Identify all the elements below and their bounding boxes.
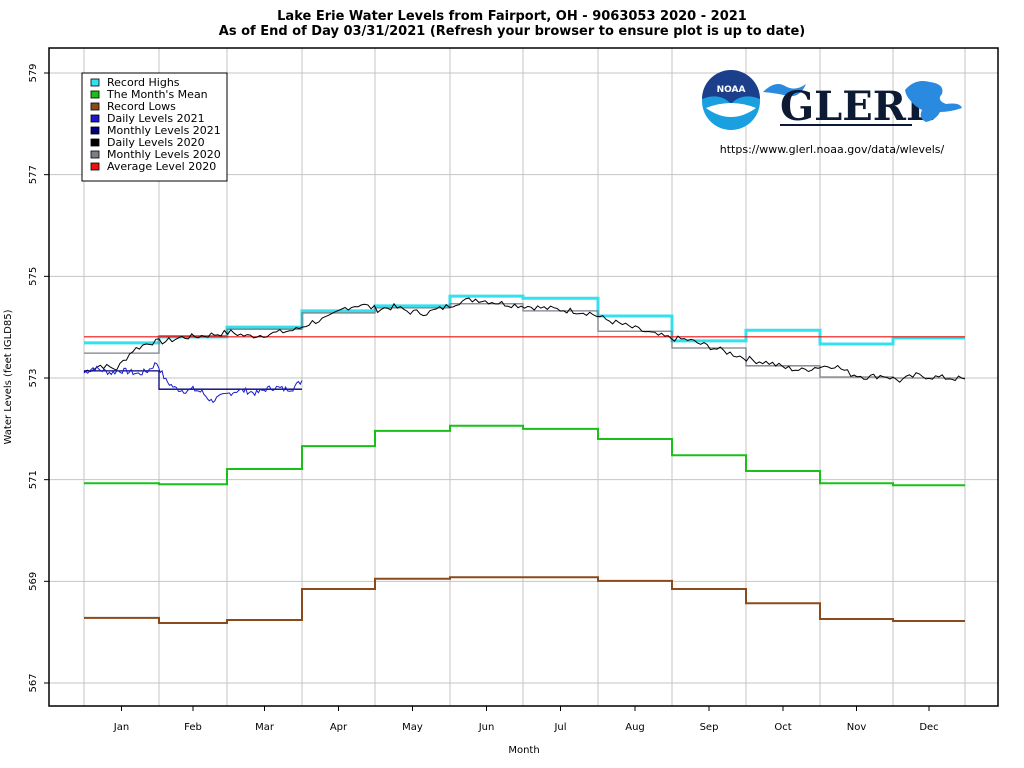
legend-item: Monthly Levels 2021	[107, 124, 221, 137]
x-axis-label: Month	[508, 745, 539, 756]
branding: NOAA GLERL https://www.glerl.noaa.gov/da…	[702, 70, 962, 156]
great-lakes-icon	[905, 81, 962, 122]
series-daily-levels-2021	[83, 361, 303, 404]
y-tick-label: 567	[28, 673, 39, 692]
x-tick-label: Mar	[255, 722, 275, 733]
plot-frame	[48, 47, 999, 707]
x-tick-label: Sep	[700, 722, 719, 733]
x-tick-label: Apr	[330, 722, 348, 733]
legend-item: Record Lows	[107, 100, 176, 113]
y-tick-label: 573	[28, 368, 39, 387]
noaa-label: NOAA	[717, 85, 746, 95]
x-tick-label: Dec	[919, 722, 938, 733]
legend-item: Record Highs	[107, 76, 180, 89]
x-tick-label: Jul	[553, 722, 566, 733]
legend-swatch	[90, 114, 100, 123]
series-monthly-levels-2020	[84, 303, 965, 379]
x-tick-label: Nov	[847, 722, 867, 733]
legend-swatch	[90, 102, 100, 111]
series-daily-levels-2020	[83, 297, 966, 383]
legend-item: Daily Levels 2021	[107, 112, 205, 125]
legend-swatch	[90, 138, 100, 147]
y-tick-label: 569	[28, 572, 39, 591]
y-axis-label: Water Levels (feet IGLD85)	[3, 309, 14, 444]
legend-item: Average Level 2020	[107, 160, 216, 173]
x-tick-label: Feb	[184, 722, 202, 733]
glerl-logo: GLERL	[763, 81, 962, 130]
glerl-url[interactable]: https://www.glerl.noaa.gov/data/wlevels/	[720, 143, 945, 156]
series-record-lows	[84, 576, 965, 625]
x-tick-label: Oct	[774, 722, 791, 733]
x-axis: Jan Feb Mar Apr May Jun Jul Aug Sep Oct Nov Dec	[113, 706, 939, 733]
legend-swatch	[90, 150, 100, 159]
y-tick-label: 579	[28, 63, 39, 82]
y-tick-label: 577	[28, 165, 39, 184]
series-monthly-levels-2021	[84, 370, 302, 390]
legend-swatch	[90, 90, 100, 99]
legend-item: The Month's Mean	[106, 88, 208, 101]
legend-box	[81, 72, 228, 182]
legend-swatch	[90, 126, 100, 135]
series-the-month-s-mean	[84, 424, 965, 487]
legend-item: Daily Levels 2020	[107, 136, 205, 149]
series-layer	[83, 294, 966, 625]
y-tick-label: 571	[28, 470, 39, 489]
x-tick-label: Jun	[478, 722, 495, 733]
x-tick-label: Jan	[113, 722, 129, 733]
noaa-logo: NOAA	[702, 70, 760, 130]
legend-item: Monthly Levels 2020	[107, 148, 221, 161]
legend-swatch	[90, 78, 100, 87]
x-tick-label: Aug	[625, 722, 645, 733]
x-tick-label: May	[402, 722, 423, 733]
chart-title: Lake Erie Water Levels from Fairport, OH…	[277, 9, 747, 24]
legend-swatch	[90, 162, 100, 171]
chart-subtitle: As of End of Day 03/31/2021 (Refresh you…	[218, 24, 806, 39]
y-tick-label: 575	[28, 267, 39, 286]
y-axis: 567 569 571 573 575 577 579	[28, 63, 49, 693]
